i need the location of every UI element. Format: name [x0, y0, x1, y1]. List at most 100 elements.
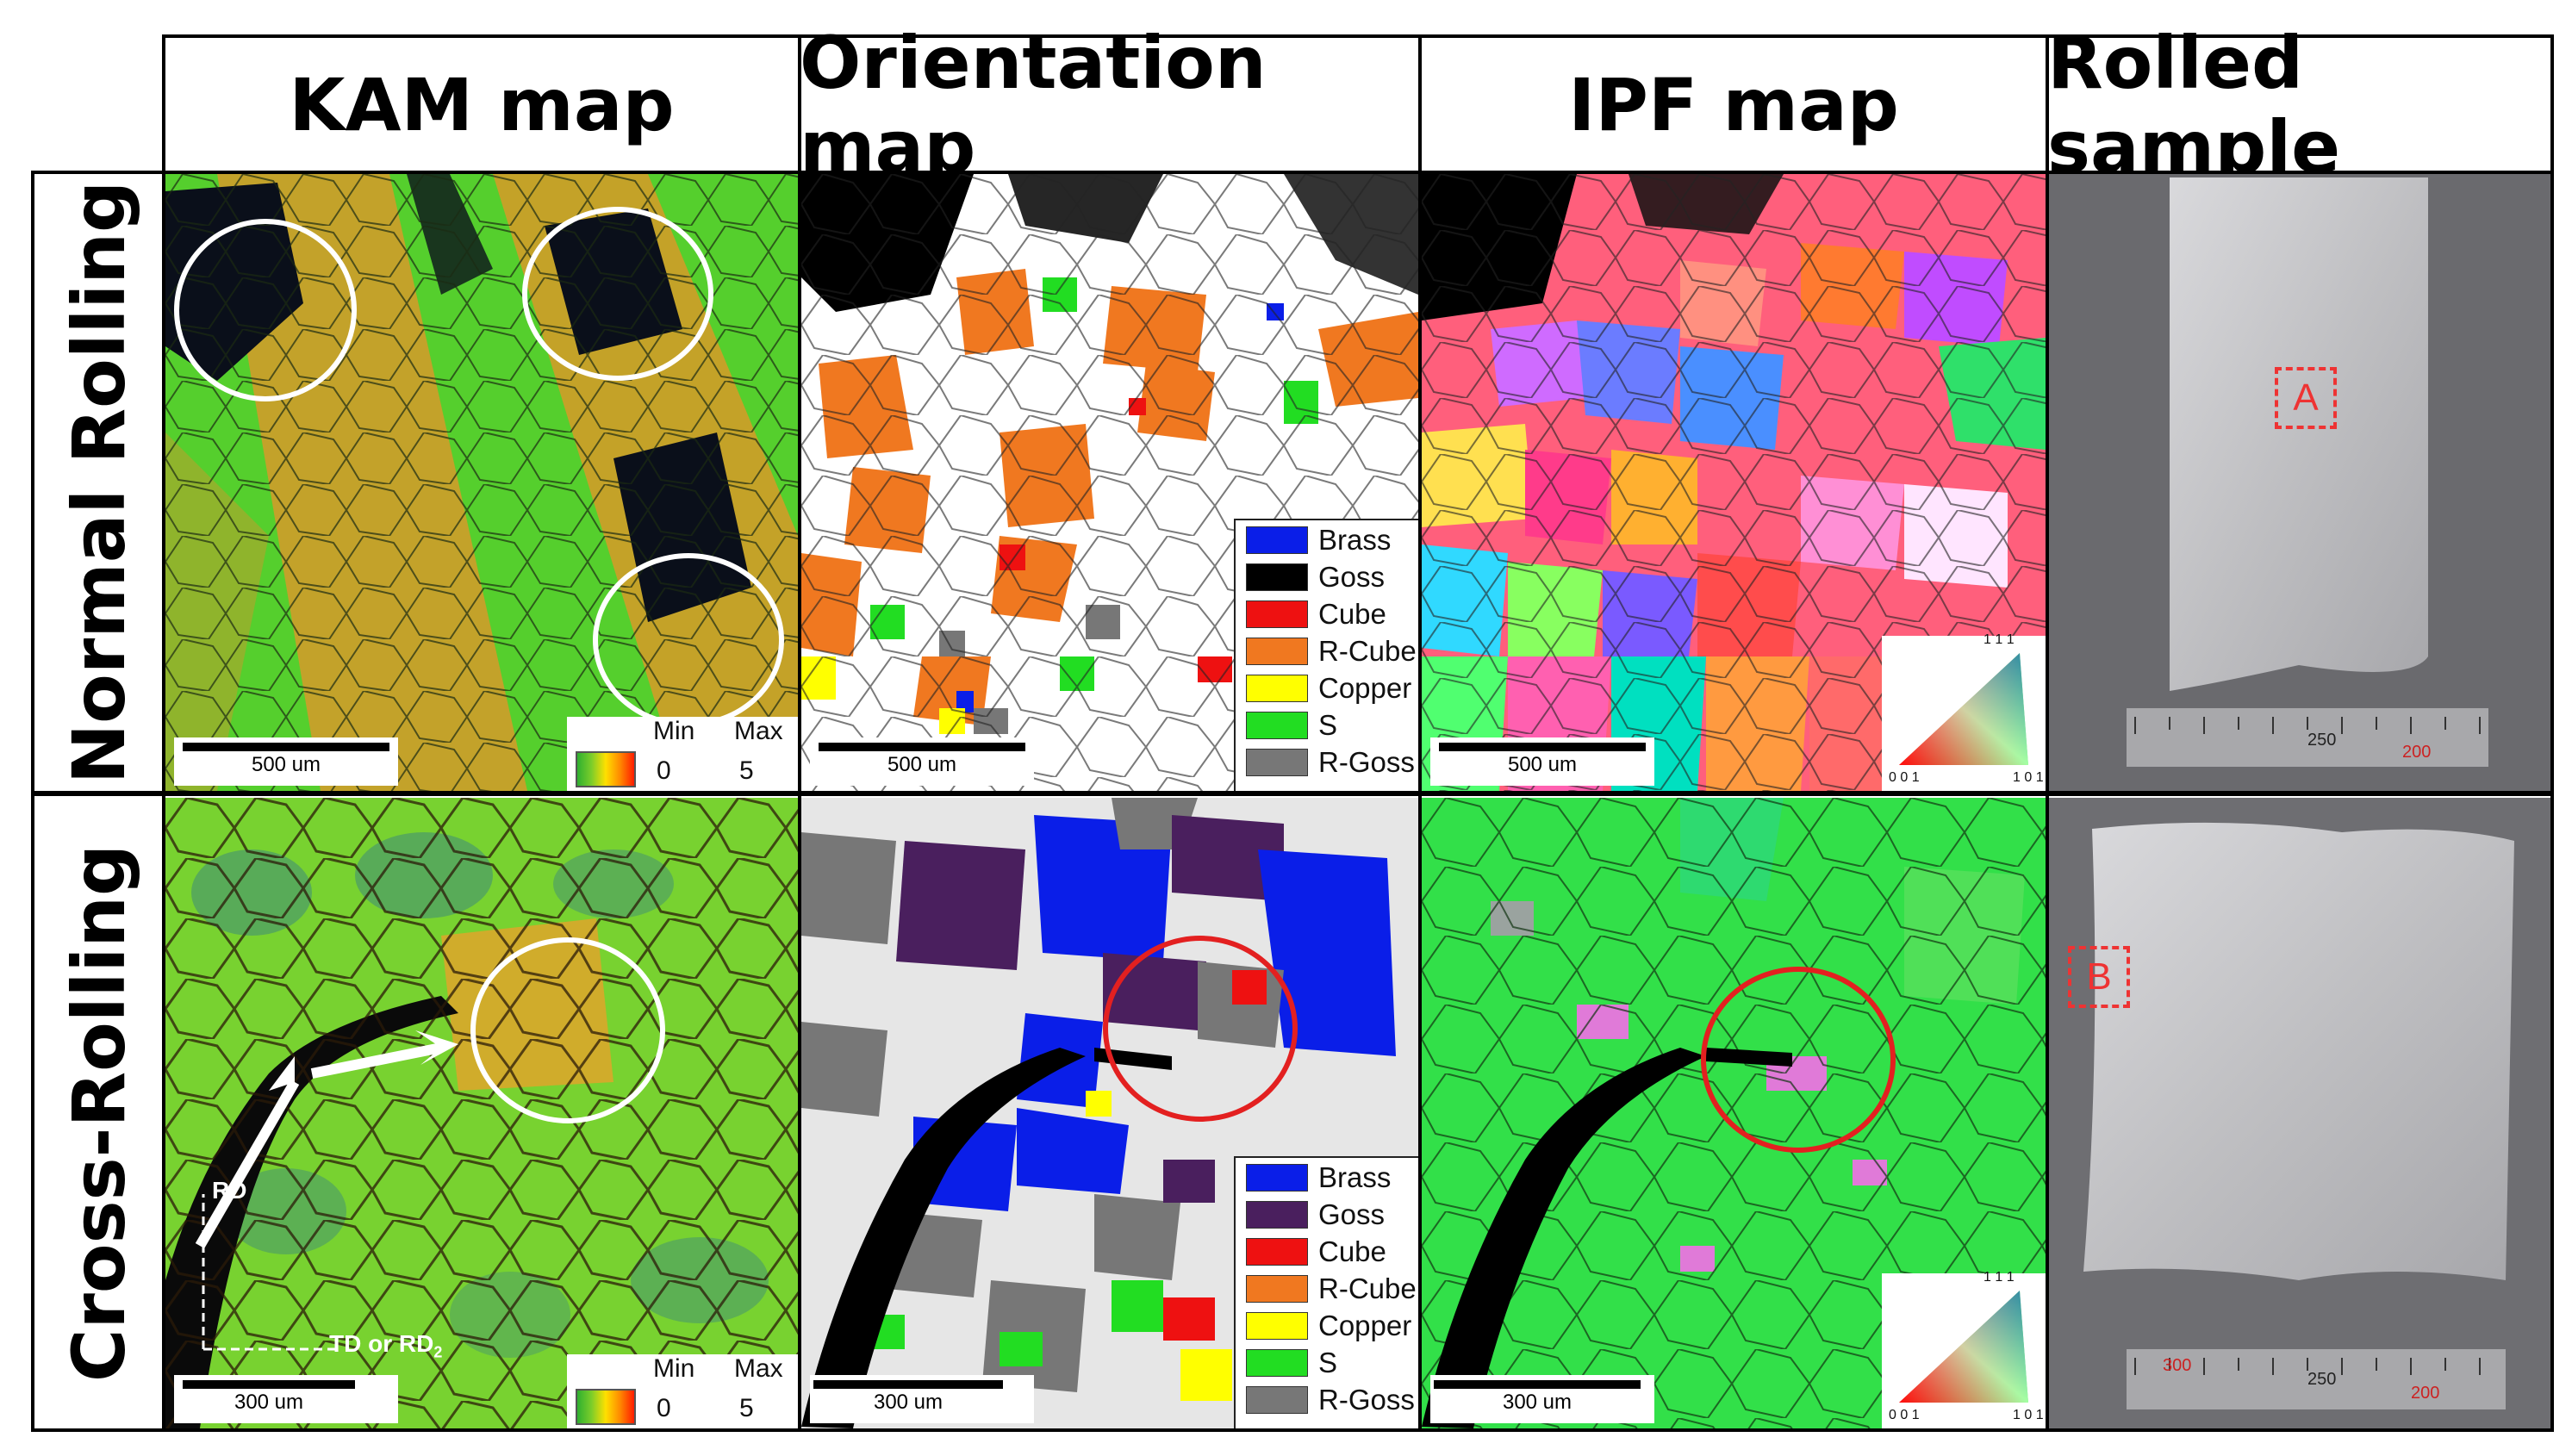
grid-line — [1418, 34, 1422, 1432]
kam-max-value: 5 — [739, 756, 754, 785]
grid-line — [31, 171, 34, 1432]
grid-line — [162, 34, 165, 1432]
scale-bar-label: 300 um — [234, 1391, 304, 1414]
kam-min-value: 0 — [657, 756, 671, 785]
scale-bar-label: 500 um — [251, 753, 321, 776]
legend-swatch — [1246, 1201, 1308, 1229]
legend-swatch — [1246, 749, 1308, 776]
legend-entry-brass: Brass — [1246, 524, 1391, 556]
ruler-mark: 300 — [2163, 1356, 2192, 1375]
legend-swatch — [1246, 712, 1308, 739]
legend-swatch — [1246, 1164, 1308, 1192]
kam-map-cross: RD TD or RD2 300 um Min Max 0 5 — [165, 798, 798, 1428]
scale-bar-label: 500 um — [1507, 753, 1578, 776]
grid-line — [798, 34, 801, 1432]
sample-cross-image — [2083, 822, 2514, 1409]
legend-swatch — [1246, 1349, 1308, 1377]
legend-entry-cube: Cube — [1246, 598, 1386, 630]
header-ipf: IPF map — [1568, 63, 1899, 147]
legend-swatch — [1246, 526, 1308, 554]
ipf-map-normal: 500 um 1 1 1 0 0 1 — [1422, 174, 2046, 791]
scale-bar — [1439, 743, 1646, 751]
ipf-map-cross: 300 um 1 1 1 0 0 1 1 0 1 — [1422, 798, 2046, 1428]
grid-line — [31, 1428, 2554, 1432]
legend-entry-cube: Cube — [1246, 1235, 1386, 1267]
ipf-label-111: 1 1 1 — [1983, 1270, 2015, 1285]
highlight-circle — [470, 937, 665, 1123]
header-kam: KAM map — [289, 63, 675, 147]
kam-min-value: 0 — [657, 1394, 671, 1422]
ipf-label-101: 1 0 1 — [2013, 770, 2044, 785]
legend-entry-copper: Copper — [1246, 672, 1411, 704]
ipf-label-001: 0 0 1 — [1889, 770, 1920, 785]
orientation-legend-normal: Brass Goss Cube R-Cube Copper S R-Goss — [1234, 519, 1418, 791]
scale-bar-label: 300 um — [873, 1391, 943, 1414]
row-label-cross: Cross-Rolling — [57, 843, 141, 1383]
ruler-mark: 250 — [2307, 1370, 2337, 1389]
ipf-label-111: 1 1 1 — [1983, 632, 2015, 647]
kam-min-label: Min — [653, 1354, 695, 1383]
legend-entry-goss: Goss — [1246, 1198, 1385, 1230]
scale-bar — [813, 1380, 1003, 1389]
ipf-triangle — [1899, 653, 2028, 765]
grid-line — [31, 791, 2554, 796]
scale-bar — [183, 743, 389, 751]
header-orientation: Orientation map — [800, 21, 1267, 190]
ipf-color-key: 1 1 1 0 0 1 1 0 1 — [1882, 1270, 2046, 1428]
legend-entry-copper: Copper — [1246, 1310, 1411, 1341]
legend-entry-r-cube: R-Cube — [1246, 635, 1417, 667]
kam-map-cross-image — [165, 798, 798, 1428]
legend-entry-brass: Brass — [1246, 1161, 1391, 1193]
kam-color-gradient — [576, 751, 636, 787]
legend-entry-s: S — [1246, 1347, 1337, 1378]
grid-line — [162, 34, 2554, 38]
sample-normal-image — [2127, 177, 2488, 767]
orientation-map-cross: 300 um Brass Goss Cube R-Cube Copper S R… — [801, 798, 1418, 1428]
legend-entry-r-goss: R-Goss — [1246, 1384, 1415, 1416]
ipf-color-key: 1 1 1 0 0 1 1 0 1 — [1882, 632, 2046, 791]
legend-swatch — [1246, 1238, 1308, 1266]
legend-entry-r-goss: R-Goss — [1246, 746, 1415, 778]
kam-map-normal: 500 um Min Max 0 5 — [165, 174, 798, 791]
legend-swatch — [1246, 600, 1308, 628]
legend-swatch — [1246, 675, 1308, 702]
scale-bar-label: 500 um — [887, 753, 957, 776]
row-label-normal: Normal Rolling — [57, 180, 142, 785]
legend-entry-goss: Goss — [1246, 561, 1385, 593]
sample-photo-cross: 300 250 200 B — [2049, 798, 2550, 1428]
kam-min-label: Min — [653, 717, 695, 745]
highlight-circle — [174, 219, 357, 401]
ipf-triangle — [1899, 1291, 2028, 1403]
legend-swatch — [1246, 1386, 1308, 1414]
legend-entry-s: S — [1246, 709, 1337, 741]
ruler-mark: 250 — [2307, 731, 2337, 750]
sample-region-b: B — [2068, 946, 2130, 1008]
kam-max-value: 5 — [739, 1394, 754, 1422]
highlight-circle — [593, 553, 784, 727]
legend-swatch — [1246, 1275, 1308, 1303]
legend-swatch — [1246, 1312, 1308, 1340]
grid-line — [2550, 34, 2554, 1432]
ruler-mark: 200 — [2411, 1384, 2440, 1403]
kam-color-gradient — [576, 1389, 636, 1425]
scale-bar-label: 300 um — [1502, 1391, 1572, 1414]
legend-swatch — [1246, 638, 1308, 665]
highlight-circle — [1701, 967, 1896, 1153]
scale-bar — [1434, 1380, 1641, 1389]
orientation-legend-cross: Brass Goss Cube R-Cube Copper S R-Goss — [1234, 1156, 1418, 1428]
rd-axis-label: RD — [212, 1177, 247, 1204]
scale-bar — [819, 743, 1025, 751]
kam-max-label: Max — [734, 1354, 783, 1383]
orientation-map-normal: 500 um Brass Goss Cube R-Cube Copper S R… — [801, 174, 1418, 791]
ipf-label-101: 1 0 1 — [2013, 1408, 2044, 1422]
ruler-mark: 200 — [2402, 743, 2432, 762]
td-axis-label: TD or RD2 — [329, 1330, 443, 1361]
ipf-label-001: 0 0 1 — [1889, 1408, 1920, 1422]
sample-photo-normal: 250 200 A — [2049, 174, 2550, 791]
kam-max-label: Max — [734, 717, 783, 745]
header-sample: Rolled sample — [2047, 21, 2341, 190]
scale-bar — [183, 1380, 355, 1389]
highlight-circle — [1103, 936, 1298, 1122]
grid-line — [31, 171, 2554, 174]
